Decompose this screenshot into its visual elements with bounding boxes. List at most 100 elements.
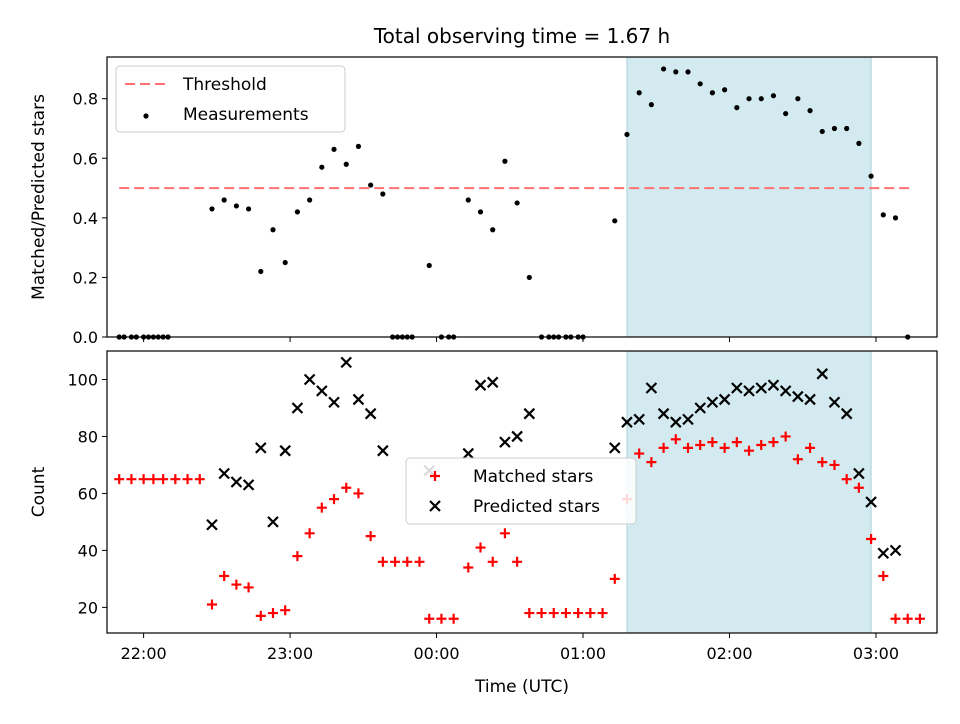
matched-star-point [695,440,706,450]
y-tick-label: 0.2 [73,268,98,287]
matched-star-point [841,474,852,485]
matched-star-point [536,608,547,619]
predicted-star-point [608,442,621,454]
measurement-point [270,227,276,233]
predicted-star-point [865,496,877,508]
legend-label-threshold: Threshold [182,75,267,95]
legend-matched-swatch [430,471,440,481]
matched-star-point [194,474,205,485]
predicted-star-point [840,407,853,420]
measurement-point [343,161,349,167]
legend-label-measurements: Measurements [183,105,309,125]
y-tick-label: 0.4 [73,209,98,228]
predicted-star-point [718,393,731,406]
chart-title: Total observing time = 1.67 h [373,24,670,48]
highlight-span [626,57,872,337]
matched-star-point [902,613,913,624]
measurement-point [648,102,654,108]
panel-1: 0.0 0.2 0.4 0.6 0.8 Total observing time = 1.… [29,24,938,347]
predicted-star-point [474,379,487,391]
predicted-star-point [816,368,829,380]
measurement-point [319,164,325,170]
matched-star-point [329,494,340,505]
predicted-star-point [621,416,633,428]
predicted-star-point [767,379,780,391]
measurement-point [734,105,740,111]
matched-star-point [304,528,315,539]
measurement-point [380,191,386,197]
x-tick-label: 03:00 [853,644,899,663]
measurement-point [795,96,801,102]
legend: Matched stars Predicted stars [405,457,637,525]
y-tick-label: 0.0 [73,328,98,347]
matched-star-point [805,442,816,453]
measurement-point [307,197,313,203]
predicted-star-point [877,547,890,560]
predicted-star-point [279,444,291,457]
matched-star-point [268,608,278,619]
matched-star-point [424,613,435,624]
matched-star-point [182,474,193,485]
matched-star-point [138,474,149,485]
matched-star-point [390,556,401,567]
predicted-star-point [242,479,255,491]
y-axis-label: Matched/Predicted stars [29,94,49,300]
matched-star-point [475,542,486,553]
measurement-point [209,206,215,212]
matched-star-point [670,434,681,445]
matched-star-point [255,610,266,621]
matched-star-point [243,582,254,593]
predicted-star-point [316,385,328,397]
y-tick-label: 0.6 [73,149,98,168]
matched-star-point [866,534,877,544]
measurement-point [490,227,496,233]
matched-star-point [573,608,584,619]
matched-star-point [377,556,388,567]
matched-star-point [609,573,620,584]
measurement-point [844,125,850,132]
predicted-star-point [804,393,816,406]
predicted-star-point [255,442,267,454]
predicted-star-point [755,382,768,394]
predicted-star-point [486,376,499,389]
x-tick-label: 23:00 [267,644,313,663]
predicted-star-point [670,416,682,428]
predicted-star-point [340,356,353,369]
legend-box [405,457,637,525]
measurement-point [331,146,337,152]
predicted-star-point [267,516,279,528]
matched-star-point [817,457,828,468]
matched-star-point [512,556,523,567]
legend: Threshold Measurements [115,65,346,133]
predicted-star-point [206,518,218,531]
matched-star-point [829,459,840,470]
matched-star-point [353,488,364,499]
panel-2: 20 40 60 80 100 22:00 23:00 00:00 01:00 02:00 03:0… [29,350,938,697]
predicted-star-point [218,467,230,480]
measurement-point [783,110,789,117]
x-axis-label: Time (UTC) [474,677,569,697]
matched-star-point [219,571,230,582]
matched-star-point [170,474,181,485]
matched-star-point [658,442,669,453]
measurement-point [465,197,471,203]
measurement-point [477,209,484,215]
predicted-star-point [352,393,365,406]
predicted-star-point [743,385,755,397]
axes-frame [106,350,938,634]
matched-star-point [646,457,657,468]
legend-box [115,65,346,133]
predicted-star-point [633,413,645,426]
measurement-point [892,215,899,221]
series-group [114,356,925,624]
predicted-star-point [303,373,316,386]
y-axis-label: Count [29,466,49,517]
legend-predicted-swatch [429,500,441,512]
matched-star-point [414,556,425,567]
measurement-point [685,69,691,75]
measurement-point [612,218,618,224]
measurement-point [355,143,362,149]
measurement-point [245,206,252,212]
matched-star-point [634,448,645,459]
measurement-point [514,200,520,206]
